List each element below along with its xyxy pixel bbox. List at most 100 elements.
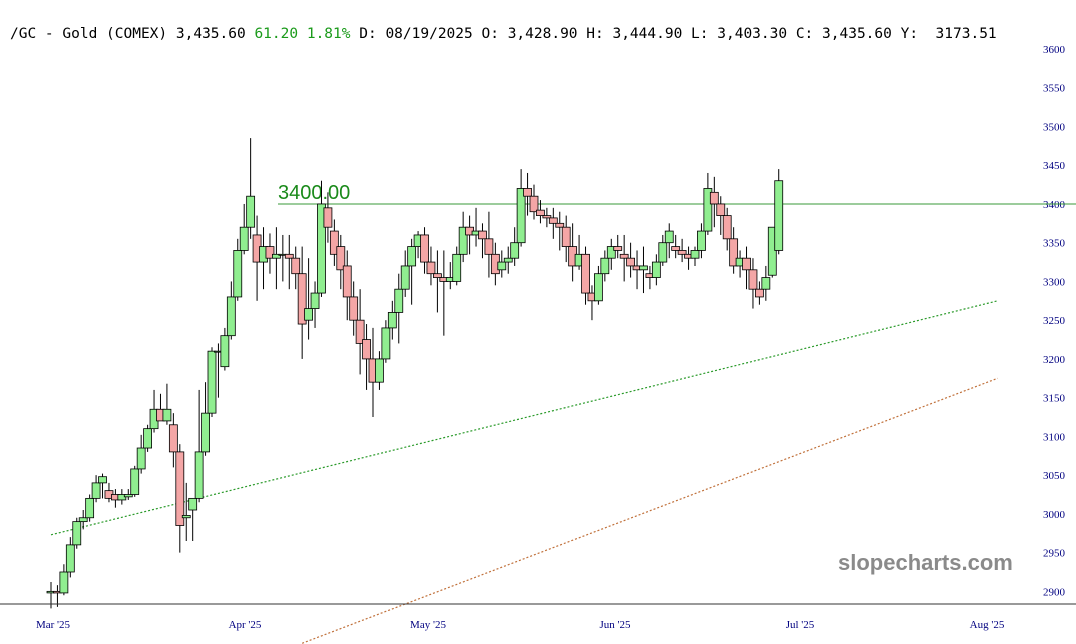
candle-body <box>581 253 590 294</box>
candle-body <box>194 451 204 499</box>
open-label: O: <box>481 26 499 42</box>
date-label: D: <box>359 26 377 42</box>
y-tick-label: 3400 <box>1043 199 1066 211</box>
candle-body <box>246 195 256 228</box>
candle-body <box>265 246 275 259</box>
candle-body <box>555 222 565 228</box>
candle-body <box>664 230 674 244</box>
candle-body <box>355 319 365 344</box>
candle-body <box>329 230 339 255</box>
candle-body <box>304 308 314 321</box>
candle-body <box>291 257 301 275</box>
candle-body <box>767 226 777 276</box>
quote-header: /GC - Gold (COMEX) 3,435.60 61.20 1.81% … <box>10 26 997 42</box>
candles <box>46 138 784 609</box>
open-value: 3,428.90 <box>507 26 578 42</box>
candle-body <box>542 215 552 219</box>
candle-body <box>709 191 719 205</box>
x-tick-label: Apr '25 <box>229 619 262 631</box>
high-value: 3,444.90 <box>612 26 683 42</box>
y-tick-label: 2900 <box>1043 586 1066 598</box>
candle-body <box>658 242 668 263</box>
candle-body <box>271 253 281 259</box>
candle-body <box>349 296 359 321</box>
candle-body <box>175 451 185 526</box>
candle-body <box>168 424 178 453</box>
candle-body <box>523 188 532 197</box>
candle-body <box>651 261 661 278</box>
candle-body <box>239 226 249 251</box>
candle-body <box>639 265 648 271</box>
candle-body <box>761 277 771 290</box>
y-tick-label: 3200 <box>1043 354 1066 366</box>
horizontal-level: 3400.00 <box>278 182 1076 205</box>
candle-body <box>207 350 217 414</box>
candle-body <box>626 257 635 267</box>
candle-body <box>317 203 326 294</box>
last-price: 3,435.60 <box>175 26 246 42</box>
candle-body <box>426 261 436 275</box>
candle-body <box>297 273 307 325</box>
candle-body <box>387 312 397 329</box>
candle-body <box>613 246 623 251</box>
x-tick-label: Aug '25 <box>970 619 1005 631</box>
y-tick-label: 3050 <box>1043 470 1066 482</box>
y-tick-label: 2950 <box>1043 548 1066 560</box>
candle-body <box>284 253 294 259</box>
candle-body <box>78 517 88 523</box>
candle-body <box>497 261 507 271</box>
candle-body <box>671 246 681 251</box>
candle-body <box>420 234 429 263</box>
candle-body <box>72 521 82 546</box>
candle-body <box>561 226 571 247</box>
low-label: L: <box>691 26 709 42</box>
candle-body <box>729 238 739 267</box>
y-tick-label: 3300 <box>1043 276 1066 288</box>
candle-body <box>226 296 236 337</box>
candle-body <box>452 253 462 282</box>
candle-body <box>510 242 520 259</box>
candle-body <box>548 217 558 224</box>
candle-body <box>123 494 133 498</box>
candle-body <box>394 288 404 313</box>
x-tick-label: May '25 <box>410 619 446 631</box>
low-value: 3,403.30 <box>717 26 788 42</box>
candle-body <box>201 412 210 453</box>
candle-body <box>722 215 732 240</box>
y-tick-label: 3100 <box>1043 431 1066 443</box>
close-label: C: <box>795 26 814 42</box>
candle-body <box>323 207 333 228</box>
candle-body <box>703 188 713 232</box>
candle-body <box>516 188 526 244</box>
date-value: 08/19/2025 <box>385 26 473 42</box>
candle-body <box>143 428 153 449</box>
y-label: Y: <box>900 26 919 42</box>
watermark: slopecharts.com <box>838 550 1013 575</box>
candle-body <box>529 195 539 213</box>
x-tick-label: Mar '25 <box>36 619 71 631</box>
candle-body <box>336 246 346 271</box>
y-tick-label: 3500 <box>1043 121 1066 133</box>
trendline-green-dotted <box>50 300 998 536</box>
candle-body <box>181 515 191 519</box>
candle-body <box>188 497 198 511</box>
candle-body <box>162 408 172 422</box>
candle-body <box>400 265 410 290</box>
candle-body <box>594 273 603 302</box>
y-axis: 2900 2950 3000 3050 3100 3150 3200 3250 3300 3350… <box>1043 44 1066 598</box>
candle-body <box>91 482 101 499</box>
candle-body <box>375 358 384 383</box>
y-tick-label: 3000 <box>1043 509 1066 521</box>
y-tick-label: 3600 <box>1043 44 1066 56</box>
candle-body <box>536 209 545 216</box>
candle-body <box>484 238 494 255</box>
candle-body <box>478 230 487 240</box>
candle-body <box>407 246 417 267</box>
trendlines <box>50 300 998 644</box>
candle-body <box>755 288 764 298</box>
change-value: 61.20 <box>254 26 299 42</box>
candle-body <box>432 273 442 278</box>
candle-body <box>381 327 391 360</box>
candle-body <box>619 253 629 259</box>
